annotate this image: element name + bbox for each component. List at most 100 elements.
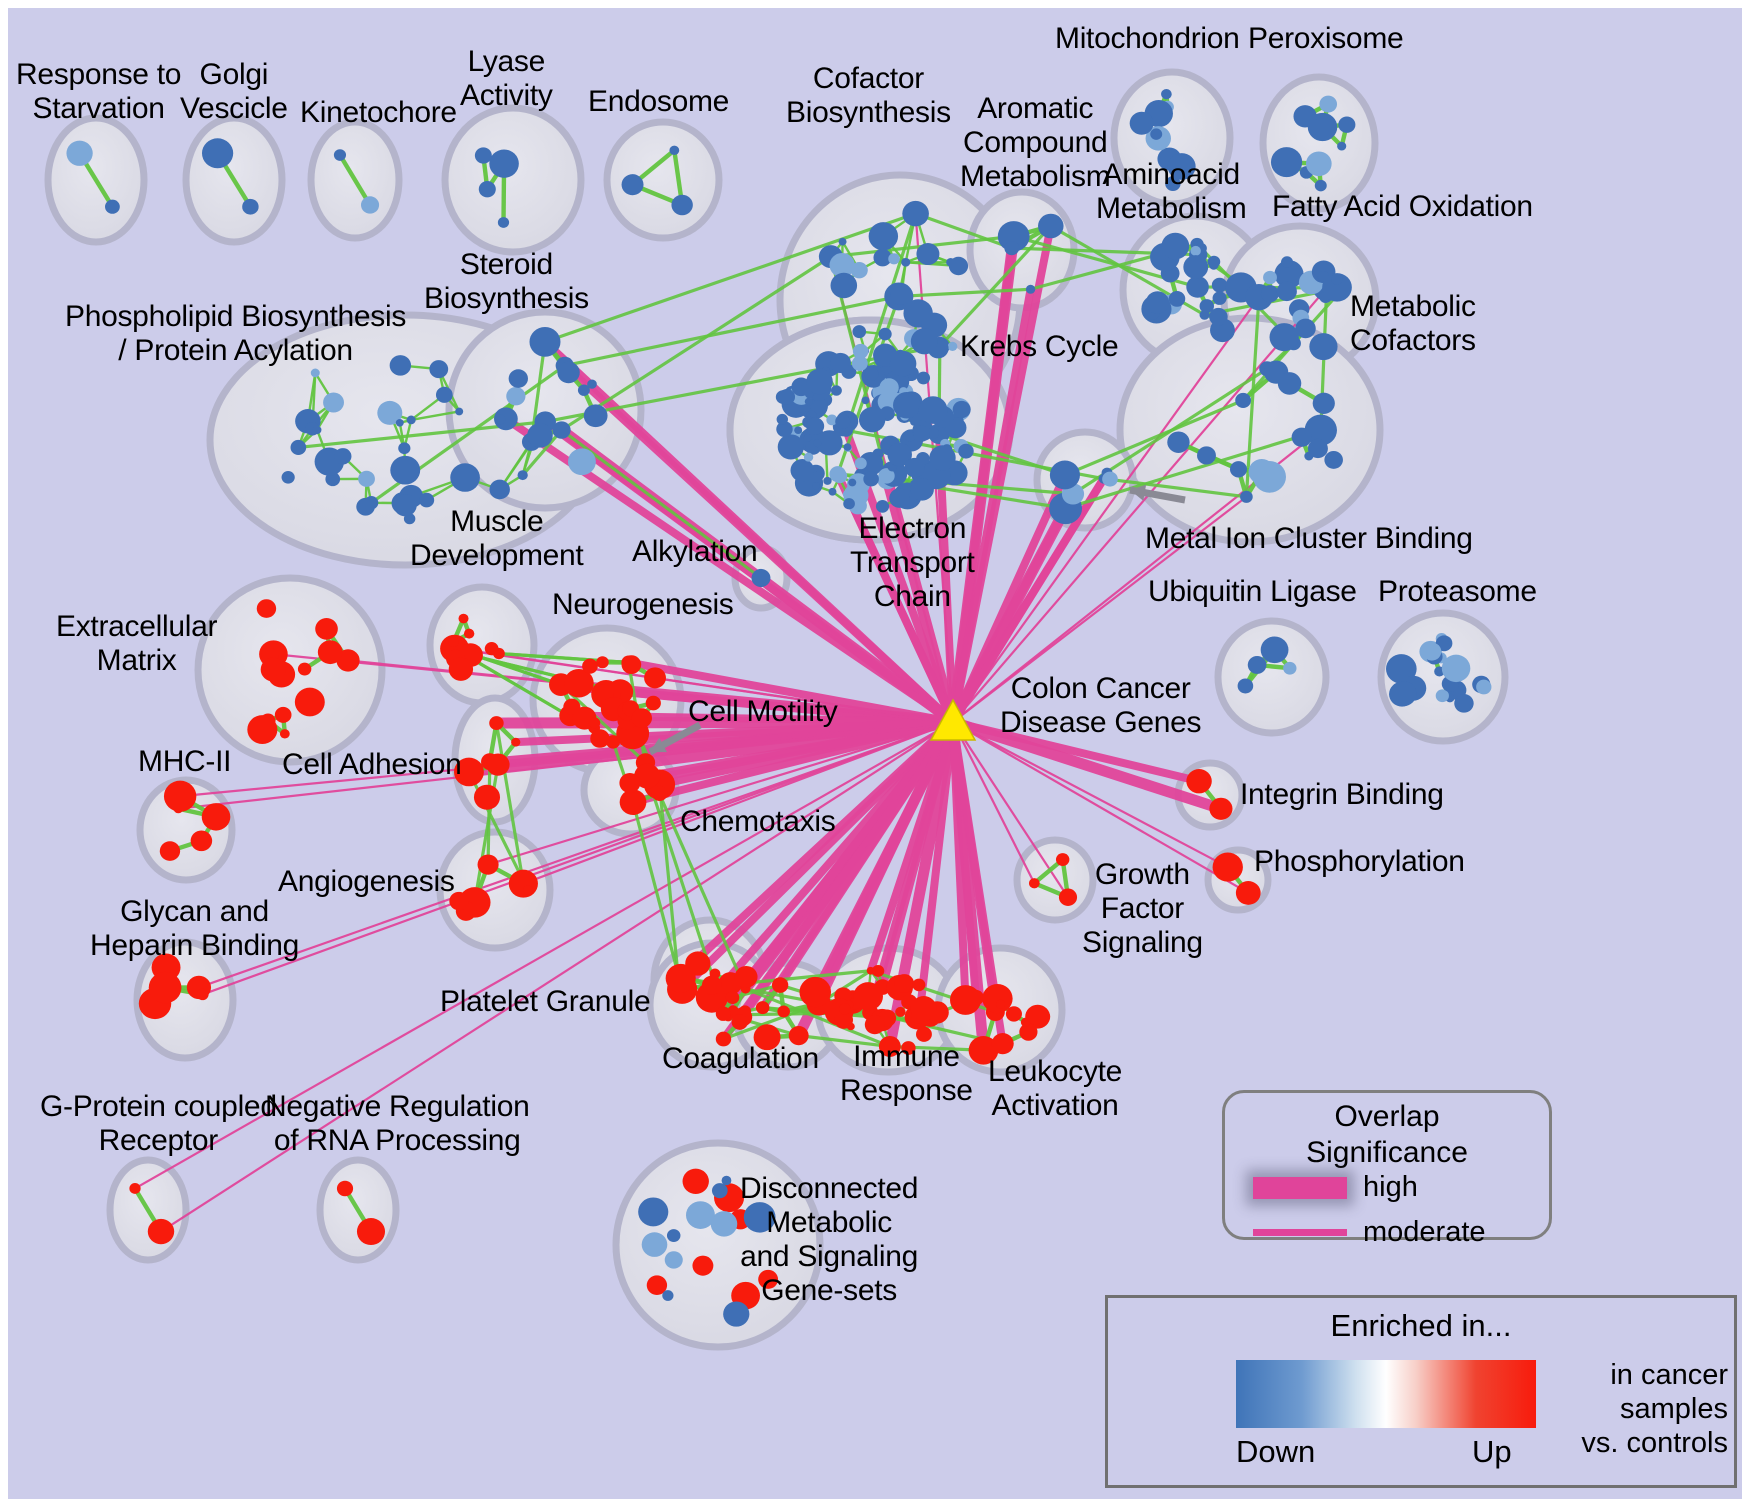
gene-set-node[interactable] — [777, 1005, 790, 1018]
gene-set-node[interactable] — [294, 687, 325, 717]
gene-set-node[interactable] — [887, 442, 912, 467]
gene-set-node[interactable] — [129, 1183, 141, 1194]
gene-set-node[interactable] — [1161, 232, 1190, 260]
gene-set-node[interactable] — [360, 196, 380, 214]
gene-set-node[interactable] — [873, 248, 892, 267]
gene-set-node[interactable] — [1229, 461, 1248, 478]
gene-set-node[interactable] — [1454, 694, 1474, 713]
gene-set-node[interactable] — [1260, 285, 1279, 303]
gene-set-node[interactable] — [1422, 642, 1442, 661]
gene-set-node[interactable] — [848, 478, 857, 487]
gene-set-node[interactable] — [895, 1006, 906, 1017]
gene-set-node[interactable] — [1386, 654, 1417, 684]
gene-set-node[interactable] — [788, 1026, 809, 1046]
gene-set-node[interactable] — [879, 378, 899, 397]
gene-set-node[interactable] — [813, 439, 822, 448]
gene-set-node[interactable] — [1186, 769, 1212, 794]
gene-set-node[interactable] — [395, 418, 404, 427]
gene-set-node[interactable] — [486, 753, 510, 776]
gene-set-node[interactable] — [968, 1035, 999, 1065]
gene-set-node[interactable] — [588, 717, 601, 729]
gene-set-node[interactable] — [489, 149, 519, 178]
gene-set-node[interactable] — [478, 181, 496, 198]
gene-set-node[interactable] — [1276, 281, 1297, 302]
gene-set-node[interactable] — [666, 1229, 681, 1243]
gene-set-node[interactable] — [1168, 290, 1186, 307]
gene-set-node[interactable] — [665, 963, 696, 993]
gene-set-node[interactable] — [1270, 147, 1303, 178]
gene-set-node[interactable] — [834, 1010, 854, 1029]
gene-set-node[interactable] — [826, 414, 838, 426]
gene-set-node[interactable] — [806, 417, 825, 435]
gene-set-node[interactable] — [790, 459, 815, 482]
gene-set-node[interactable] — [1304, 414, 1337, 446]
gene-set-node[interactable] — [406, 415, 416, 425]
gene-set-node[interactable] — [315, 618, 338, 640]
gene-set-node[interactable] — [147, 1218, 175, 1245]
gene-set-node[interactable] — [1322, 273, 1352, 302]
gene-set-node[interactable] — [1209, 797, 1233, 820]
gene-set-node[interactable] — [1235, 881, 1261, 905]
gene-set-node[interactable] — [863, 471, 879, 487]
gene-set-node[interactable] — [1263, 270, 1277, 285]
gene-set-node[interactable] — [484, 642, 499, 656]
gene-set-node[interactable] — [894, 974, 915, 993]
gene-set-node[interactable] — [1183, 255, 1209, 279]
gene-set-node[interactable] — [1145, 291, 1170, 314]
gene-set-node[interactable] — [148, 971, 182, 1004]
gene-set-node[interactable] — [1190, 245, 1201, 256]
gene-set-node[interactable] — [596, 656, 609, 669]
gene-set-node[interactable] — [473, 784, 501, 810]
gene-set-node[interactable] — [838, 237, 847, 246]
gene-set-node[interactable] — [1441, 654, 1471, 683]
gene-set-node[interactable] — [893, 391, 921, 419]
gene-set-node[interactable] — [634, 763, 661, 789]
gene-set-node[interactable] — [664, 1251, 683, 1269]
gene-set-node[interactable] — [312, 425, 322, 435]
gene-set-node[interactable] — [858, 407, 886, 433]
gene-set-node[interactable] — [567, 448, 596, 476]
gene-set-node[interactable] — [1338, 116, 1356, 133]
gene-set-node[interactable] — [888, 253, 900, 265]
gene-set-node[interactable] — [1235, 392, 1252, 408]
gene-set-node[interactable] — [853, 982, 883, 1011]
gene-set-node[interactable] — [889, 488, 910, 508]
gene-set-node[interactable] — [1281, 256, 1294, 268]
gene-set-node[interactable] — [279, 729, 290, 739]
gene-set-node[interactable] — [850, 261, 868, 279]
gene-set-node[interactable] — [651, 785, 668, 802]
gene-set-node[interactable] — [1165, 176, 1181, 192]
gene-set-node[interactable] — [523, 885, 533, 895]
gene-set-node[interactable] — [390, 455, 421, 485]
gene-set-node[interactable] — [995, 999, 1006, 1009]
gene-set-node[interactable] — [1019, 1023, 1038, 1041]
gene-set-node[interactable] — [449, 891, 469, 911]
gene-set-node[interactable] — [201, 138, 234, 169]
gene-set-node[interactable] — [489, 716, 504, 731]
gene-set-node[interactable] — [811, 482, 820, 490]
gene-set-node[interactable] — [753, 1024, 781, 1051]
gene-set-node[interactable] — [508, 869, 538, 898]
gene-set-node[interactable] — [871, 965, 885, 977]
gene-set-node[interactable] — [297, 662, 312, 676]
gene-set-node[interactable] — [929, 445, 956, 471]
gene-set-node[interactable] — [1058, 888, 1078, 906]
gene-set-node[interactable] — [1212, 291, 1227, 305]
gene-set-node[interactable] — [1295, 318, 1316, 339]
gene-set-node[interactable] — [256, 599, 277, 618]
gene-set-node[interactable] — [1005, 1006, 1022, 1022]
gene-set-node[interactable] — [1211, 277, 1228, 293]
gene-set-node[interactable] — [854, 457, 867, 470]
gene-set-node[interactable] — [1212, 852, 1243, 882]
gene-set-node[interactable] — [1186, 276, 1209, 298]
gene-set-node[interactable] — [776, 413, 788, 425]
gene-set-node[interactable] — [947, 341, 958, 352]
gene-set-node[interactable] — [958, 443, 974, 459]
gene-set-node[interactable] — [1319, 95, 1338, 113]
gene-set-node[interactable] — [1038, 213, 1064, 239]
gene-set-node[interactable] — [552, 421, 571, 439]
gene-set-node[interactable] — [450, 463, 480, 492]
gene-set-node[interactable] — [1435, 689, 1449, 703]
gene-set-node[interactable] — [1247, 655, 1267, 674]
gene-set-node[interactable] — [1274, 260, 1304, 289]
